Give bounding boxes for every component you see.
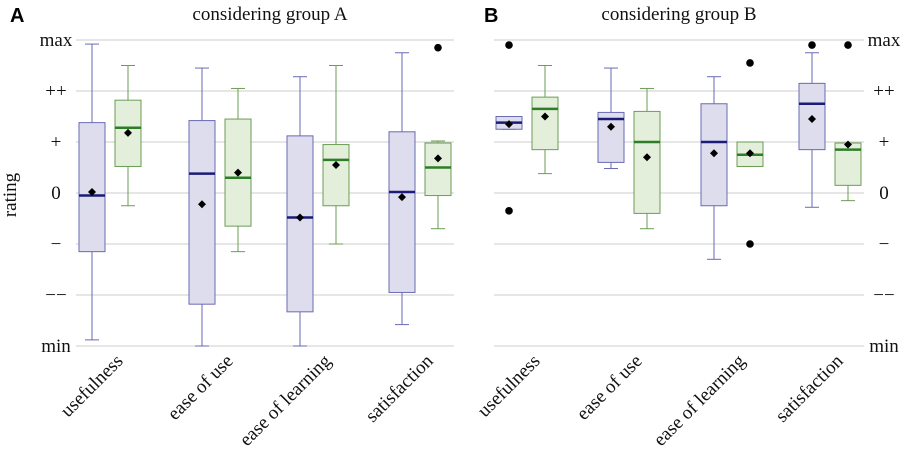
mean-marker xyxy=(607,122,615,131)
mean-marker xyxy=(808,115,816,124)
box-iqr xyxy=(322,144,350,207)
x-tick-label-ease-of-use: ease of use xyxy=(164,351,238,425)
mean-marker xyxy=(88,187,96,196)
mean-marker xyxy=(234,168,242,177)
panel-b-x-tick-labels: usefulness ease of use ease of learning sat… xyxy=(474,350,848,450)
box-green-ease-of-use xyxy=(224,87,252,253)
y-tick-label: max xyxy=(40,30,73,51)
panel-a-boxes xyxy=(78,43,452,347)
x-tick-label-satisfaction: satisfaction xyxy=(771,350,847,426)
box-iqr xyxy=(597,111,625,163)
y-tick-labels-left: min−−−0+++max xyxy=(40,30,73,357)
box-blue-ease-of-use xyxy=(188,67,216,347)
mean-marker xyxy=(398,193,406,202)
outlier-point xyxy=(844,41,852,49)
y-axis-label: rating xyxy=(0,172,21,217)
box-green-ease-of-learning xyxy=(736,59,764,248)
outlier-point xyxy=(808,41,816,49)
x-tick-label-usefulness: usefulness xyxy=(57,351,128,422)
panel-b-boxes xyxy=(495,41,862,260)
panel-b-letter: B xyxy=(484,5,498,27)
mean-marker xyxy=(505,120,513,129)
mean-marker xyxy=(296,213,304,222)
y-tick-label: 0 xyxy=(879,183,889,204)
box-blue-usefulness xyxy=(495,41,523,215)
y-tick-label: max xyxy=(868,30,901,51)
outlier-point xyxy=(505,207,513,215)
box-iqr xyxy=(286,135,314,313)
panel-a: A considering group A usefulness ease of … xyxy=(10,4,454,451)
box-iqr xyxy=(531,96,559,151)
panel-b: B considering group B usefulness ease of … xyxy=(474,4,864,451)
mean-marker xyxy=(643,153,651,162)
panel-a-title: considering group A xyxy=(192,4,347,25)
box-iqr xyxy=(188,120,216,305)
box-blue-ease-of-use xyxy=(597,67,625,170)
box-iqr xyxy=(114,99,142,167)
x-tick-label-satisfaction: satisfaction xyxy=(361,350,437,426)
y-tick-label: min xyxy=(41,336,71,357)
box-green-usefulness xyxy=(531,65,559,175)
box-iqr xyxy=(424,142,452,197)
mean-marker xyxy=(541,112,549,121)
box-iqr xyxy=(78,122,106,253)
mean-marker xyxy=(198,200,206,209)
x-tick-label-ease-of-learning: ease of learning xyxy=(650,350,750,450)
outlier-point xyxy=(434,43,442,52)
y-tick-label: + xyxy=(51,132,62,153)
x-tick-label-ease-of-learning: ease of learning xyxy=(236,350,336,450)
y-tick-label: 0 xyxy=(51,183,61,204)
box-blue-usefulness xyxy=(78,43,106,341)
mean-marker xyxy=(844,140,852,149)
box-iqr xyxy=(388,131,416,293)
box-green-satisfaction xyxy=(834,41,862,202)
box-green-ease-of-use xyxy=(633,87,661,230)
y-tick-label: + xyxy=(879,132,890,153)
y-tick-label: −− xyxy=(873,285,894,306)
mean-marker xyxy=(124,128,132,137)
box-green-ease-of-learning xyxy=(322,65,350,245)
x-tick-label-usefulness: usefulness xyxy=(474,351,545,422)
mean-marker xyxy=(710,149,718,158)
outlier-point xyxy=(746,240,754,248)
box-blue-ease-of-learning xyxy=(700,76,728,260)
box-green-usefulness xyxy=(114,65,142,207)
box-iqr xyxy=(633,110,661,214)
y-tick-label: − xyxy=(879,234,890,255)
outlier-point xyxy=(505,41,513,49)
box-blue-satisfaction xyxy=(798,41,826,208)
y-tick-label: min xyxy=(869,336,899,357)
x-tick-label-ease-of-use: ease of use xyxy=(573,351,647,425)
y-tick-label: ++ xyxy=(45,81,66,102)
box-green-satisfaction xyxy=(424,43,452,230)
y-tick-label: −− xyxy=(45,285,66,306)
mean-marker xyxy=(434,154,442,163)
y-tick-label: − xyxy=(51,234,62,255)
box-blue-satisfaction xyxy=(388,52,416,326)
panel-b-title: considering group B xyxy=(601,4,756,25)
box-blue-ease-of-learning xyxy=(286,76,314,347)
y-tick-labels-right: min−−−0+++max xyxy=(868,30,901,357)
mean-marker xyxy=(746,149,754,158)
mean-marker xyxy=(332,160,340,169)
outlier-point xyxy=(746,59,754,67)
y-tick-label: ++ xyxy=(873,81,894,102)
panel-a-letter: A xyxy=(10,5,24,27)
